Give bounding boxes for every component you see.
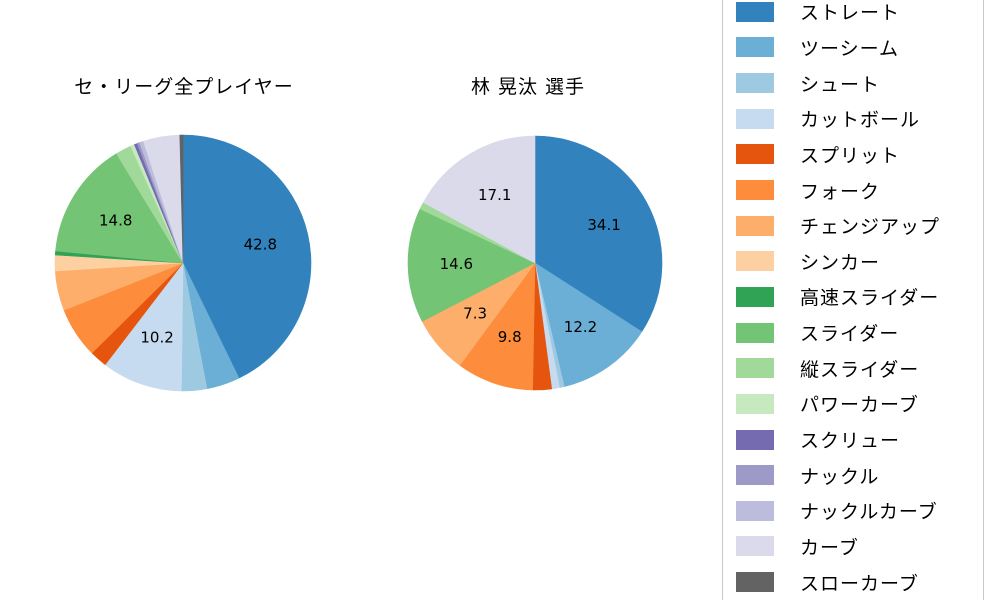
legend-swatch <box>736 180 774 201</box>
legend: ストレートツーシームシュートカットボール スプリットフォークチェンジアップ シンカー… <box>722 0 984 600</box>
pie-slice-value-label: 17.1 <box>478 186 511 204</box>
legend-label: ナックルカーブ <box>800 501 938 524</box>
pie-slice-value-label: 42.8 <box>244 236 277 254</box>
legend-label: シンカー <box>800 251 881 274</box>
legend-item: シンカー <box>736 243 983 279</box>
legend-label: スライダー <box>800 323 900 346</box>
legend-item: スクリュー <box>736 422 983 458</box>
legend-label: スローカーブ <box>800 572 919 595</box>
legend-swatch <box>736 572 774 593</box>
legend-item: ツーシーム <box>736 30 983 66</box>
legend-item: 高速スライダー <box>736 279 983 315</box>
legend-item: シュート <box>736 65 983 101</box>
pie-slice-1 <box>534 262 643 387</box>
pie-slice-value-label: 12.2 <box>564 318 597 336</box>
legend-label: ナックル <box>800 465 880 488</box>
legend-swatch <box>736 358 774 379</box>
chart-title-player: 林 晃汰 選手 <box>470 76 586 98</box>
legend-swatch <box>736 429 774 450</box>
legend-label: スプリット <box>800 144 901 167</box>
legend-item: スプリット <box>736 137 983 173</box>
legend-swatch <box>736 536 774 557</box>
legend-swatch <box>736 465 774 486</box>
legend-label: カーブ <box>800 536 859 559</box>
pie-slice-value-label: 10.2 <box>140 329 173 347</box>
legend-label: 縦スライダー <box>800 358 920 381</box>
legend-item: チェンジアップ <box>736 208 983 244</box>
legend-label: カットボール <box>800 109 921 132</box>
legend-swatch <box>736 500 774 521</box>
legend-label: シュート <box>800 73 881 96</box>
legend-label: ストレート <box>800 2 901 25</box>
legend-item: フォーク <box>736 172 983 208</box>
legend-swatch <box>736 322 774 343</box>
pie-slice-0 <box>534 135 663 333</box>
legend-item: カーブ <box>736 529 983 565</box>
pie-slice-value-label: 34.1 <box>587 216 620 234</box>
pie-slice-16 <box>179 134 184 264</box>
legend-swatch <box>736 73 774 94</box>
legend-label: ツーシーム <box>800 37 900 60</box>
legend-item: カットボール <box>736 101 983 137</box>
chart-title-league: セ・リーグ全プレイヤー <box>74 76 294 98</box>
legend-item: スローカーブ <box>736 564 983 600</box>
legend-swatch <box>736 1 774 22</box>
legend-swatch <box>736 37 774 58</box>
pie-slice-value-label: 9.8 <box>498 328 522 346</box>
legend-swatch <box>736 108 774 129</box>
legend-item: パワーカーブ <box>736 386 983 422</box>
legend-item: ストレート <box>736 0 983 30</box>
legend-swatch <box>736 215 774 236</box>
legend-label: フォーク <box>800 180 881 203</box>
pie-slice-0 <box>182 134 312 379</box>
legend-swatch <box>736 144 774 165</box>
pie-slice-5 <box>459 262 536 391</box>
pie-slice-9 <box>407 208 536 322</box>
pie-slice-value-label: 14.6 <box>440 255 473 273</box>
legend-label: チェンジアップ <box>800 216 941 239</box>
pie-slice-value-label: 14.8 <box>99 211 132 229</box>
pie-slice-9 <box>55 153 184 264</box>
legend-label: パワーカーブ <box>800 394 919 417</box>
legend-item: スライダー <box>736 315 983 351</box>
legend-item: ナックル <box>736 457 983 493</box>
pie-chart-league: 42.8 10.2 14.8 <box>54 134 312 392</box>
legend-label: 高速スライダー <box>800 287 940 310</box>
pie-slice-15 <box>422 135 536 264</box>
legend-swatch <box>736 393 774 414</box>
legend-swatch <box>736 286 774 307</box>
legend-swatch <box>736 251 774 272</box>
legend-item: ナックルカーブ <box>736 493 983 529</box>
pie-slice-value-label: 7.3 <box>463 305 487 323</box>
pie-slice-3 <box>104 262 184 392</box>
pie-chart-player: 34.1 12.2 9.8 7.3 14.6 17.1 <box>407 135 663 391</box>
legend-item: 縦スライダー <box>736 350 983 386</box>
legend-label: スクリュー <box>800 430 901 452</box>
